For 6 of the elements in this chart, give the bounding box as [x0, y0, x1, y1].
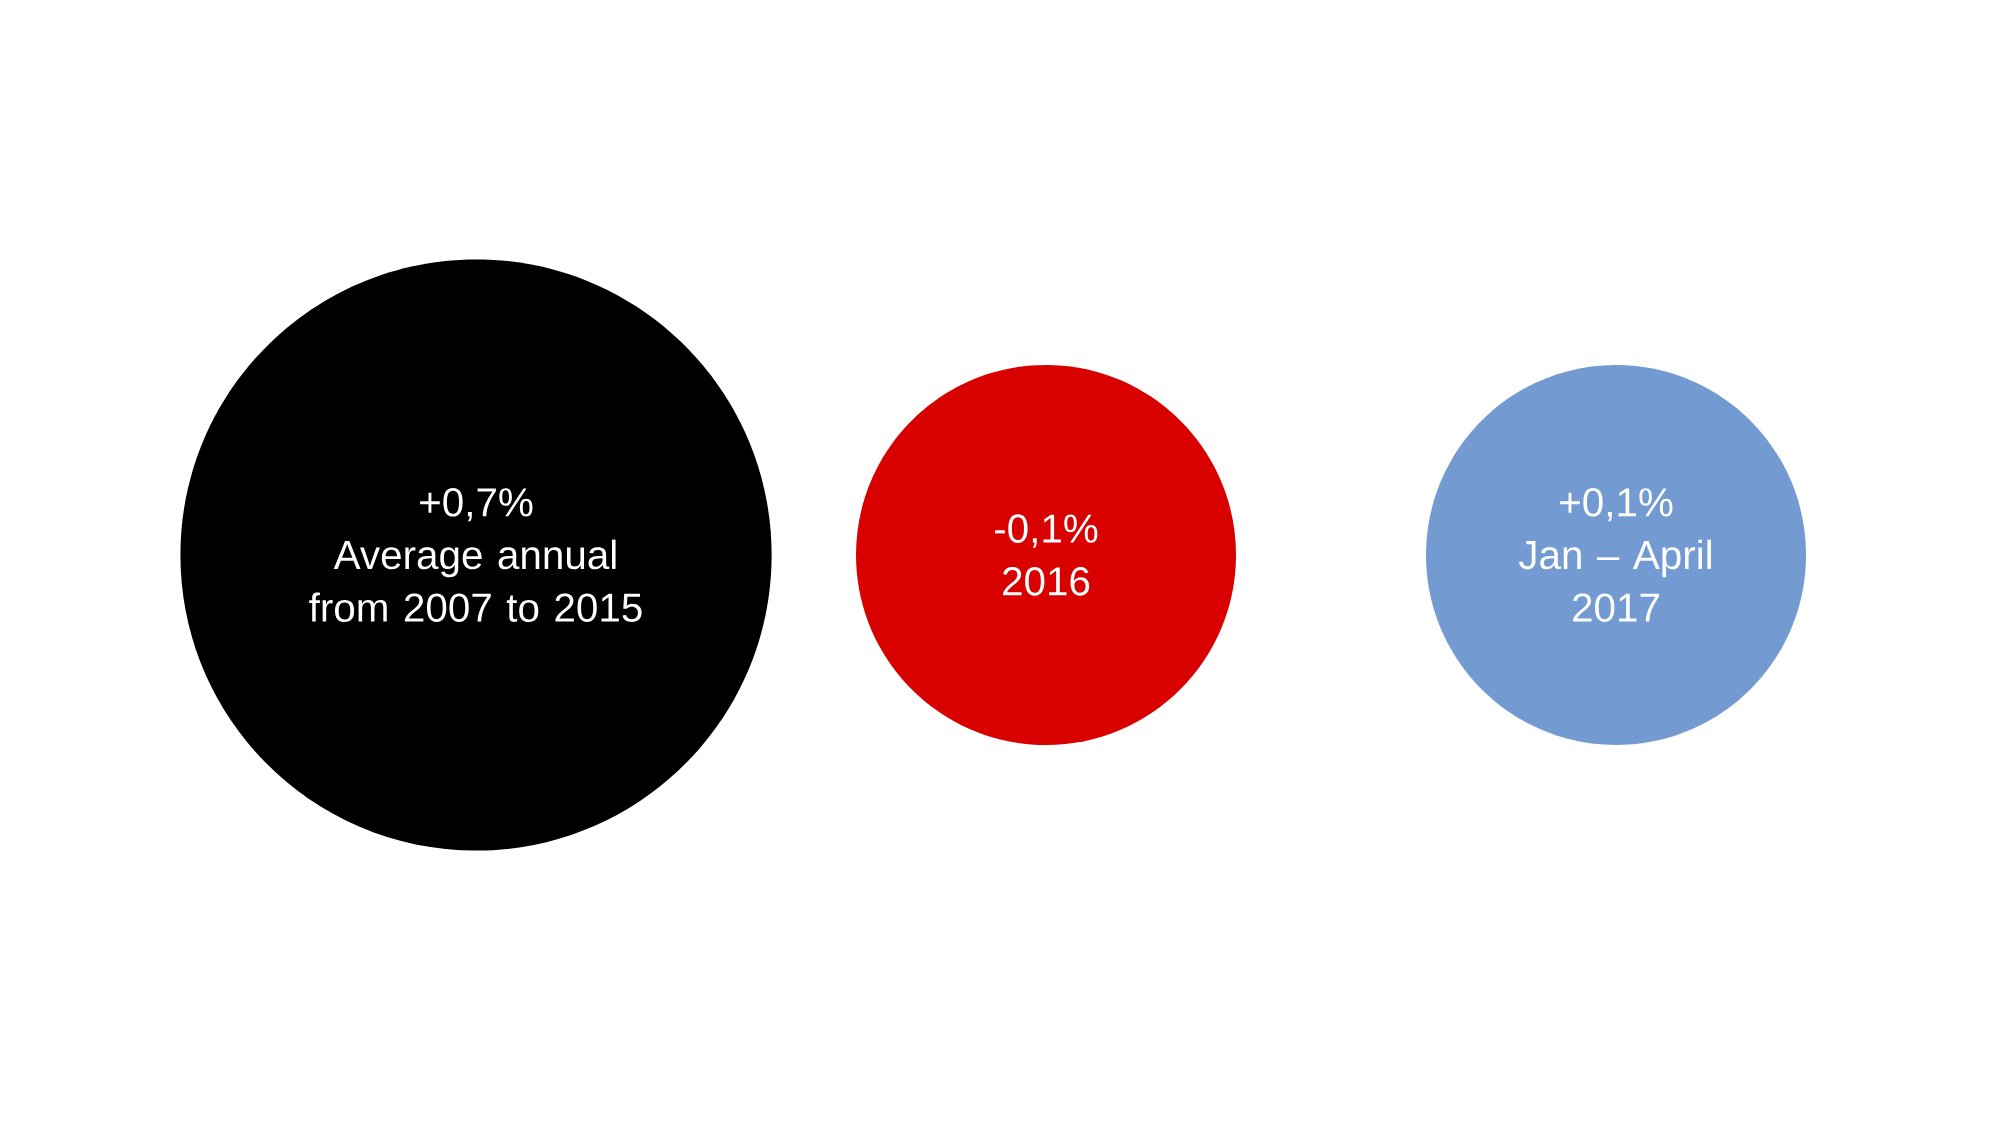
data-label: +0,7% — [420, 487, 533, 522]
category-label: Average annual from 2007 to 2015 — [309, 539, 642, 623]
category-label: Jan – April 2017 — [1518, 539, 1711, 623]
category-label: 2016 — [1003, 567, 1090, 596]
data-label: -0,1% — [995, 514, 1098, 548]
data-label: +0,1% — [1560, 487, 1673, 522]
